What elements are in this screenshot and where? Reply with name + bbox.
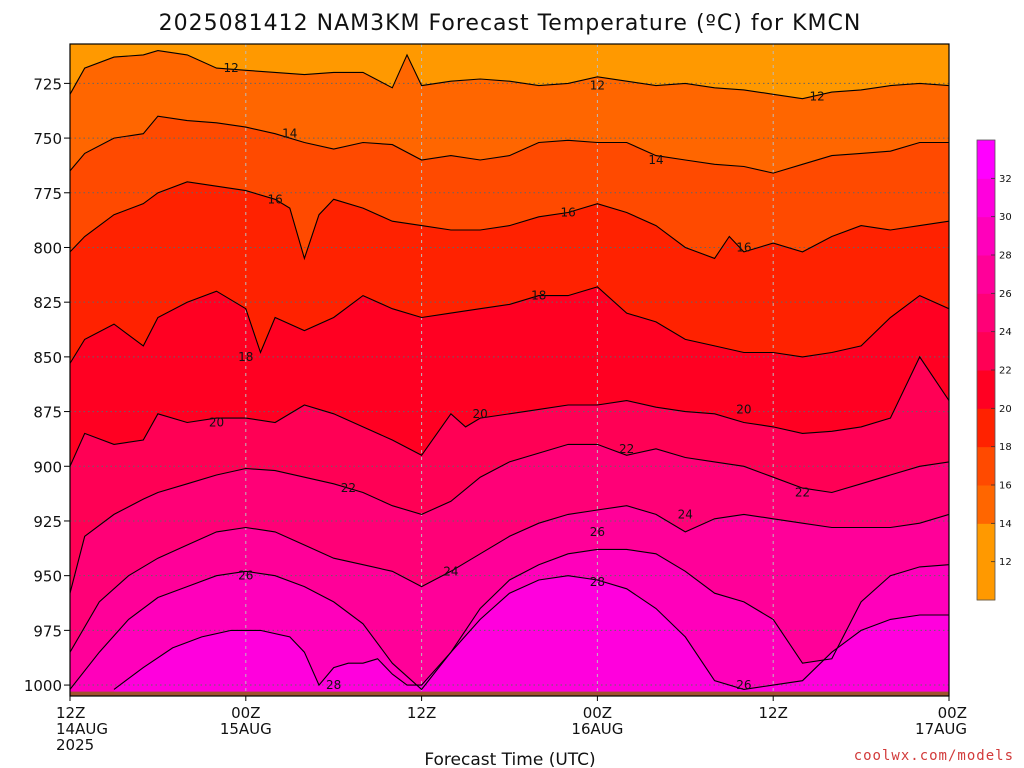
- y-tick-label-800: 800: [33, 239, 62, 257]
- colorbar-swatch-0: [977, 561, 995, 601]
- colorbar-label-12: 12: [999, 557, 1012, 568]
- y-tick-label-950: 950: [33, 568, 62, 586]
- colorbar-label-20: 20: [999, 404, 1012, 415]
- y-tick-label-825: 825: [33, 294, 62, 312]
- contour-labels: 12 12 12 14 14 16 16 16 18 18 20 20 20 22 22 22 24 24 26 26…: [209, 61, 825, 692]
- contour-label-12-0: 12: [224, 61, 239, 75]
- chart-title: 2025081412 NAM3KM Forecast Temperature (…: [159, 11, 862, 36]
- contour-lines: [70, 50, 949, 691]
- x-tick-label-5-0: 00Z: [938, 704, 967, 722]
- contour-label-12-1: 12: [590, 79, 605, 93]
- contour-label-14-0: 14: [282, 127, 297, 141]
- contour-16: [70, 181, 949, 261]
- colorbar-label-14: 14: [999, 519, 1012, 530]
- colorbar-swatch-1: [977, 523, 995, 563]
- colorbar-swatch-5: [977, 370, 995, 409]
- contour-label-16-1: 16: [560, 205, 575, 219]
- colorbar-label-28: 28: [999, 251, 1012, 262]
- x-tick-label-3-1: 16AUG: [571, 720, 623, 738]
- x-tick-label-5-1: 17AUG: [915, 720, 967, 738]
- y-tick-label-750: 750: [33, 130, 62, 148]
- plot-area: [70, 44, 949, 696]
- x-tick-label-0-0: 12Z: [56, 704, 85, 722]
- contour-label-16-2: 16: [736, 240, 751, 254]
- contour-label-16-0: 16: [267, 192, 282, 206]
- colorbar-swatch-2: [977, 485, 995, 524]
- credit-text: coolwx.com/models: [854, 748, 1014, 764]
- colorbar-label-26: 26: [999, 289, 1012, 300]
- contour-label-20-1: 20: [473, 407, 488, 421]
- colorbar-label-22: 22: [999, 366, 1012, 377]
- x-tick-label-2-0: 12Z: [407, 704, 436, 722]
- y-tick-label-1000: 1000: [24, 677, 62, 695]
- x-tick-label-1-0: 00Z: [231, 704, 260, 722]
- contour-28: [113, 575, 949, 690]
- contour-14: [70, 115, 949, 174]
- contour-label-12-2: 12: [810, 90, 825, 104]
- contour-label-22-1: 22: [619, 442, 634, 456]
- contour-26: [70, 548, 949, 691]
- colorbar-swatch-8: [977, 255, 995, 294]
- colorbar-label-18: 18: [999, 442, 1012, 453]
- colorbar-label-30: 30: [999, 212, 1012, 223]
- contour-24: [70, 505, 949, 653]
- contour-label-24-1: 24: [678, 507, 693, 521]
- y-tick-label-900: 900: [33, 458, 62, 476]
- colorbar-swatch-11: [977, 140, 995, 179]
- contour-label-28-0: 28: [326, 678, 341, 692]
- y-tick-label-875: 875: [33, 404, 62, 422]
- y-tick-label-725: 725: [33, 75, 62, 93]
- y-tick-label-925: 925: [33, 513, 62, 531]
- contour-label-28-1: 28: [590, 575, 605, 589]
- x-tick-label-1-1: 15AUG: [220, 720, 272, 738]
- colorbar-swatch-9: [977, 216, 995, 256]
- y-tick-label-975: 975: [33, 622, 62, 640]
- contour-label-26-1: 26: [590, 525, 605, 539]
- colorbar-swatch-6: [977, 331, 995, 371]
- y-axis-ticks: 725 750 775 800 825 850 875 900 925 950 975 1000: [24, 75, 70, 695]
- contour-label-26-2: 26: [736, 678, 751, 692]
- x-tick-label-4-0: 12Z: [759, 704, 788, 722]
- band-above-28: [113, 575, 949, 696]
- colorbar: 12 14 16 18 20 22 24 26 28 30 32: [976, 139, 1012, 601]
- contour-label-24-0: 24: [443, 564, 458, 578]
- contour-label-18-0: 18: [531, 289, 546, 303]
- contour-20: [70, 355, 949, 467]
- x-axis-label: Forecast Time (UTC): [424, 750, 595, 768]
- colorbar-swatch-4: [977, 408, 995, 448]
- colorbar-swatch-3: [977, 446, 995, 486]
- contour-18: [70, 286, 949, 364]
- ground-below-surface: [70, 691, 949, 696]
- contour-label-20-0: 20: [209, 416, 224, 430]
- contour-label-18-1: 18: [238, 350, 253, 364]
- y-tick-label-775: 775: [33, 185, 62, 203]
- x-tick-label-3-0: 00Z: [583, 704, 612, 722]
- temperature-bands: [70, 44, 949, 696]
- colorbar-label-16: 16: [999, 481, 1012, 492]
- colorbar-swatch-7: [977, 293, 995, 333]
- contour-22: [70, 443, 949, 594]
- contour-label-26-0: 26: [238, 569, 253, 583]
- y-tick-label-850: 850: [33, 349, 62, 367]
- colorbar-swatch-10: [977, 178, 995, 218]
- colorbar-label-24: 24: [999, 327, 1012, 338]
- x-tick-label-0-2: 2025: [56, 736, 94, 754]
- contour-label-22-0: 22: [341, 481, 356, 495]
- colorbar-label-32: 32: [999, 174, 1012, 185]
- contour-label-14-1: 14: [648, 153, 663, 167]
- x-tick-label-0-1: 14AUG: [56, 720, 108, 738]
- contour-12: [70, 50, 949, 100]
- contour-label-20-2: 20: [736, 402, 751, 416]
- plot-frame: [69, 43, 950, 697]
- contour-label-22-2: 22: [795, 486, 810, 500]
